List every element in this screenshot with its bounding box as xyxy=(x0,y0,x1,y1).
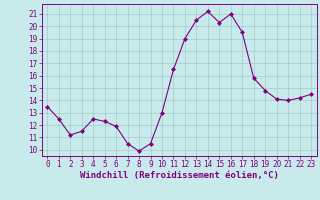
X-axis label: Windchill (Refroidissement éolien,°C): Windchill (Refroidissement éolien,°C) xyxy=(80,171,279,180)
